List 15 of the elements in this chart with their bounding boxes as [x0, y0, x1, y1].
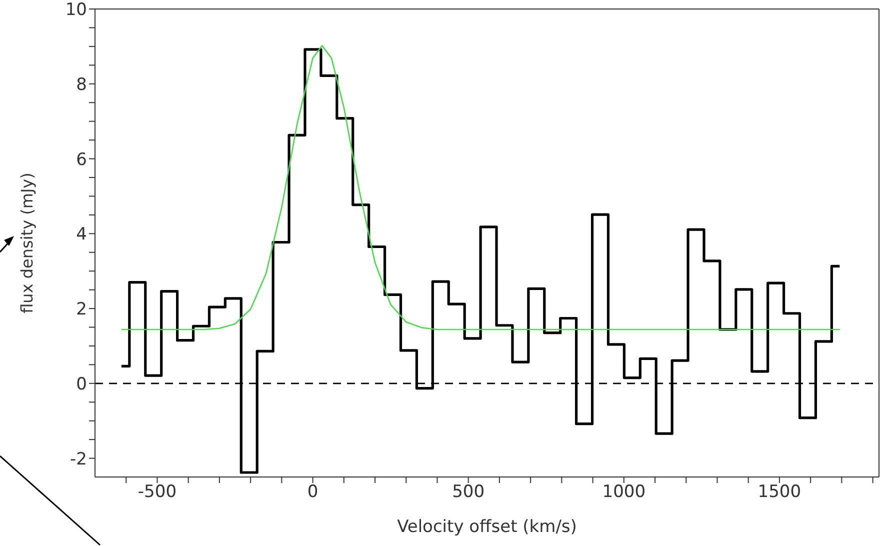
- line-series: [120, 45, 841, 330]
- x-tick-label: 0: [307, 482, 318, 502]
- x-axis-title: Velocity offset (km/s): [397, 517, 577, 537]
- y-tick-label: 4: [76, 224, 87, 245]
- y-tick-label: 2: [76, 300, 87, 320]
- y-tick-label: 10: [65, 0, 87, 20]
- x-tick-label: -500: [138, 482, 177, 502]
- x-tick-label: 500: [452, 482, 485, 502]
- x-tick-label: 1500: [758, 482, 802, 502]
- y-tick-label: 6: [76, 150, 87, 170]
- y-axis-title: flux density (mJy): [18, 172, 37, 314]
- y-tick-label: -2: [70, 449, 87, 470]
- y-tick-label: 0: [76, 374, 87, 394]
- x-tick-label: 1000: [602, 482, 646, 502]
- y-tick-label: 8: [76, 74, 87, 95]
